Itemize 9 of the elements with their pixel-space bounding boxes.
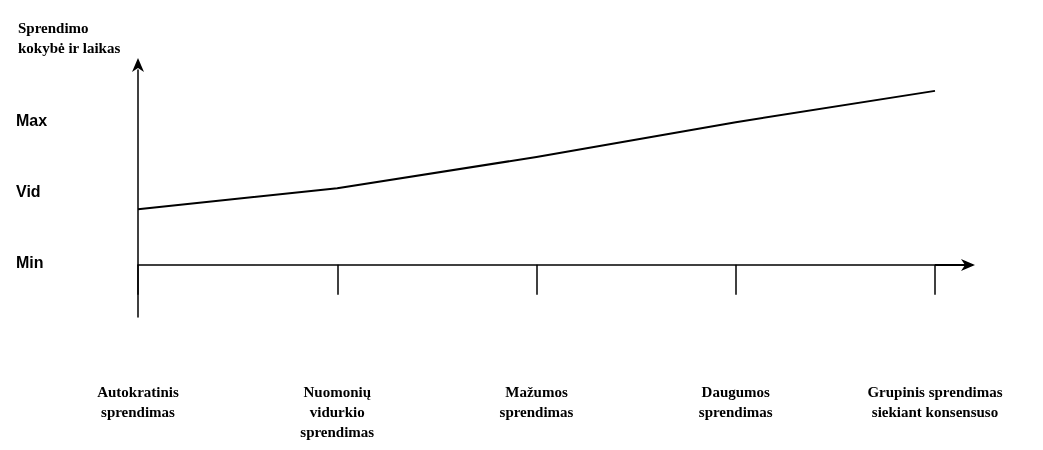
x-tick-label: Autokratinis sprendimas (97, 384, 179, 420)
text: Max (16, 111, 48, 129)
x-tick-label: Grupinis sprendimas siekiant konsensuso (867, 384, 1003, 420)
y-axis-title: Sprendimo kokybė ir laikas (18, 20, 121, 56)
x-tick-label: Daugumos sprendimas (698, 384, 773, 420)
text: Vid (16, 183, 41, 200)
x-tick-label: Nuomonių vidurkio sprendimas (300, 384, 375, 440)
text: Min (16, 254, 44, 272)
x-tick-label: Mažumos sprendimas (499, 384, 574, 420)
